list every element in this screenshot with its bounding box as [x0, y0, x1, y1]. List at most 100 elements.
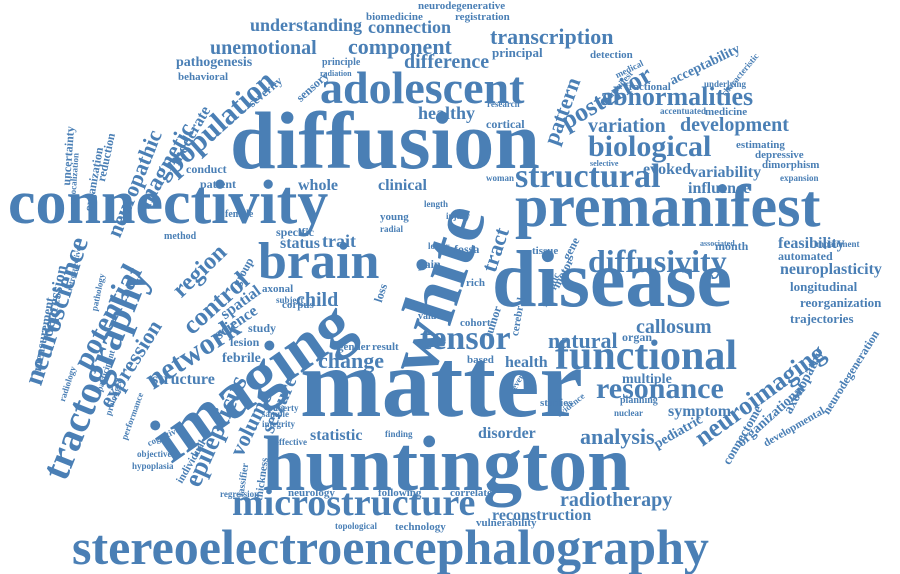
word: accentuated: [660, 106, 706, 116]
word: adolescent: [320, 62, 525, 113]
word: following: [378, 487, 422, 499]
word: dimorphism: [762, 159, 820, 171]
word: method: [164, 231, 197, 242]
word: microstructure: [232, 482, 476, 524]
word: underlying: [704, 79, 747, 89]
word: diffusivity: [588, 243, 727, 279]
word: radiation: [320, 69, 352, 78]
word: health: [505, 354, 548, 371]
word: result: [372, 341, 399, 353]
word: pathogenesis: [176, 55, 253, 70]
word: healthy: [418, 103, 476, 123]
word: development: [680, 114, 789, 136]
word: automated: [778, 249, 833, 263]
word: subject: [276, 295, 304, 305]
word: detection: [590, 49, 633, 61]
word: transcription: [490, 24, 614, 49]
word: registration: [455, 11, 510, 23]
word: disease: [492, 236, 732, 324]
word: impairment: [814, 239, 860, 249]
word: correlate: [450, 487, 492, 499]
word: natural: [548, 328, 618, 353]
word: lesion: [230, 335, 260, 349]
word: child: [296, 289, 339, 311]
word: based: [467, 354, 494, 366]
word: specific: [276, 225, 314, 239]
word: objective: [137, 449, 172, 459]
word: multiple: [622, 372, 672, 387]
word: understanding: [250, 15, 363, 35]
word: cortical: [486, 117, 525, 131]
word: hypoplasia: [132, 461, 174, 471]
word: trait: [322, 231, 356, 251]
word: study: [248, 321, 277, 335]
word: difference: [404, 51, 490, 73]
word: research: [487, 99, 520, 109]
word: injury: [446, 211, 471, 221]
word: principle: [322, 57, 361, 68]
word: principal: [492, 45, 543, 60]
word: value: [418, 311, 441, 322]
word: stereoelectroencephalography: [72, 519, 709, 574]
word: medicine: [705, 106, 748, 118]
word: neurodegenerative: [418, 0, 506, 12]
word: diffusion: [230, 95, 540, 186]
word: structural: [515, 158, 661, 195]
word: vulnerability: [476, 517, 537, 529]
word: associated: [700, 239, 735, 248]
word: variability: [690, 164, 762, 181]
word: pain: [418, 257, 441, 271]
word: abnormalities: [600, 82, 754, 111]
word: integrity: [262, 419, 295, 429]
word: component: [348, 34, 452, 59]
word: technology: [395, 521, 446, 533]
word: influence: [688, 180, 751, 197]
word: sample: [262, 409, 289, 419]
word: callosum: [636, 316, 712, 338]
word: length: [424, 199, 449, 209]
word: studies: [540, 397, 573, 409]
word: analysis: [580, 424, 655, 449]
word: gender: [338, 341, 371, 353]
word: female: [225, 209, 254, 220]
word: neuroplasticity: [780, 261, 882, 278]
word: behavioral: [178, 71, 229, 83]
word: patient: [200, 177, 236, 191]
word: change: [318, 348, 384, 373]
word: selective: [590, 159, 619, 168]
word: neurology: [288, 487, 335, 499]
word: fractional: [625, 81, 671, 93]
word: disorder: [478, 425, 536, 442]
word: neurodegeneration: [819, 327, 883, 417]
word: premanifest: [515, 173, 821, 239]
word: depressive: [755, 149, 804, 161]
word: month: [715, 239, 749, 253]
word: nuclear: [614, 408, 643, 418]
word: lower: [428, 241, 450, 251]
word: statistic: [310, 427, 363, 444]
word: variation: [588, 115, 666, 137]
word: clinical: [378, 177, 427, 194]
word: loss: [371, 281, 391, 305]
word: puberty: [268, 403, 299, 413]
word: febrile: [222, 351, 261, 366]
word: reorganization: [800, 295, 882, 310]
word: young: [380, 211, 409, 223]
word: brain: [258, 233, 380, 290]
word: whole: [298, 177, 338, 194]
word: functional: [555, 333, 738, 379]
word: fossa: [454, 242, 480, 256]
word: symptom: [668, 403, 732, 420]
word: structure: [152, 371, 215, 388]
word: connection: [368, 17, 451, 37]
word: organ: [622, 330, 652, 344]
word: woman: [486, 173, 515, 183]
word: tensor: [420, 320, 511, 357]
word: cohort: [460, 317, 491, 329]
word: topological: [335, 521, 377, 531]
word: matter: [300, 330, 583, 438]
word: expansion: [780, 173, 819, 183]
word: connectivity: [8, 169, 329, 237]
word: conduct: [186, 162, 227, 176]
